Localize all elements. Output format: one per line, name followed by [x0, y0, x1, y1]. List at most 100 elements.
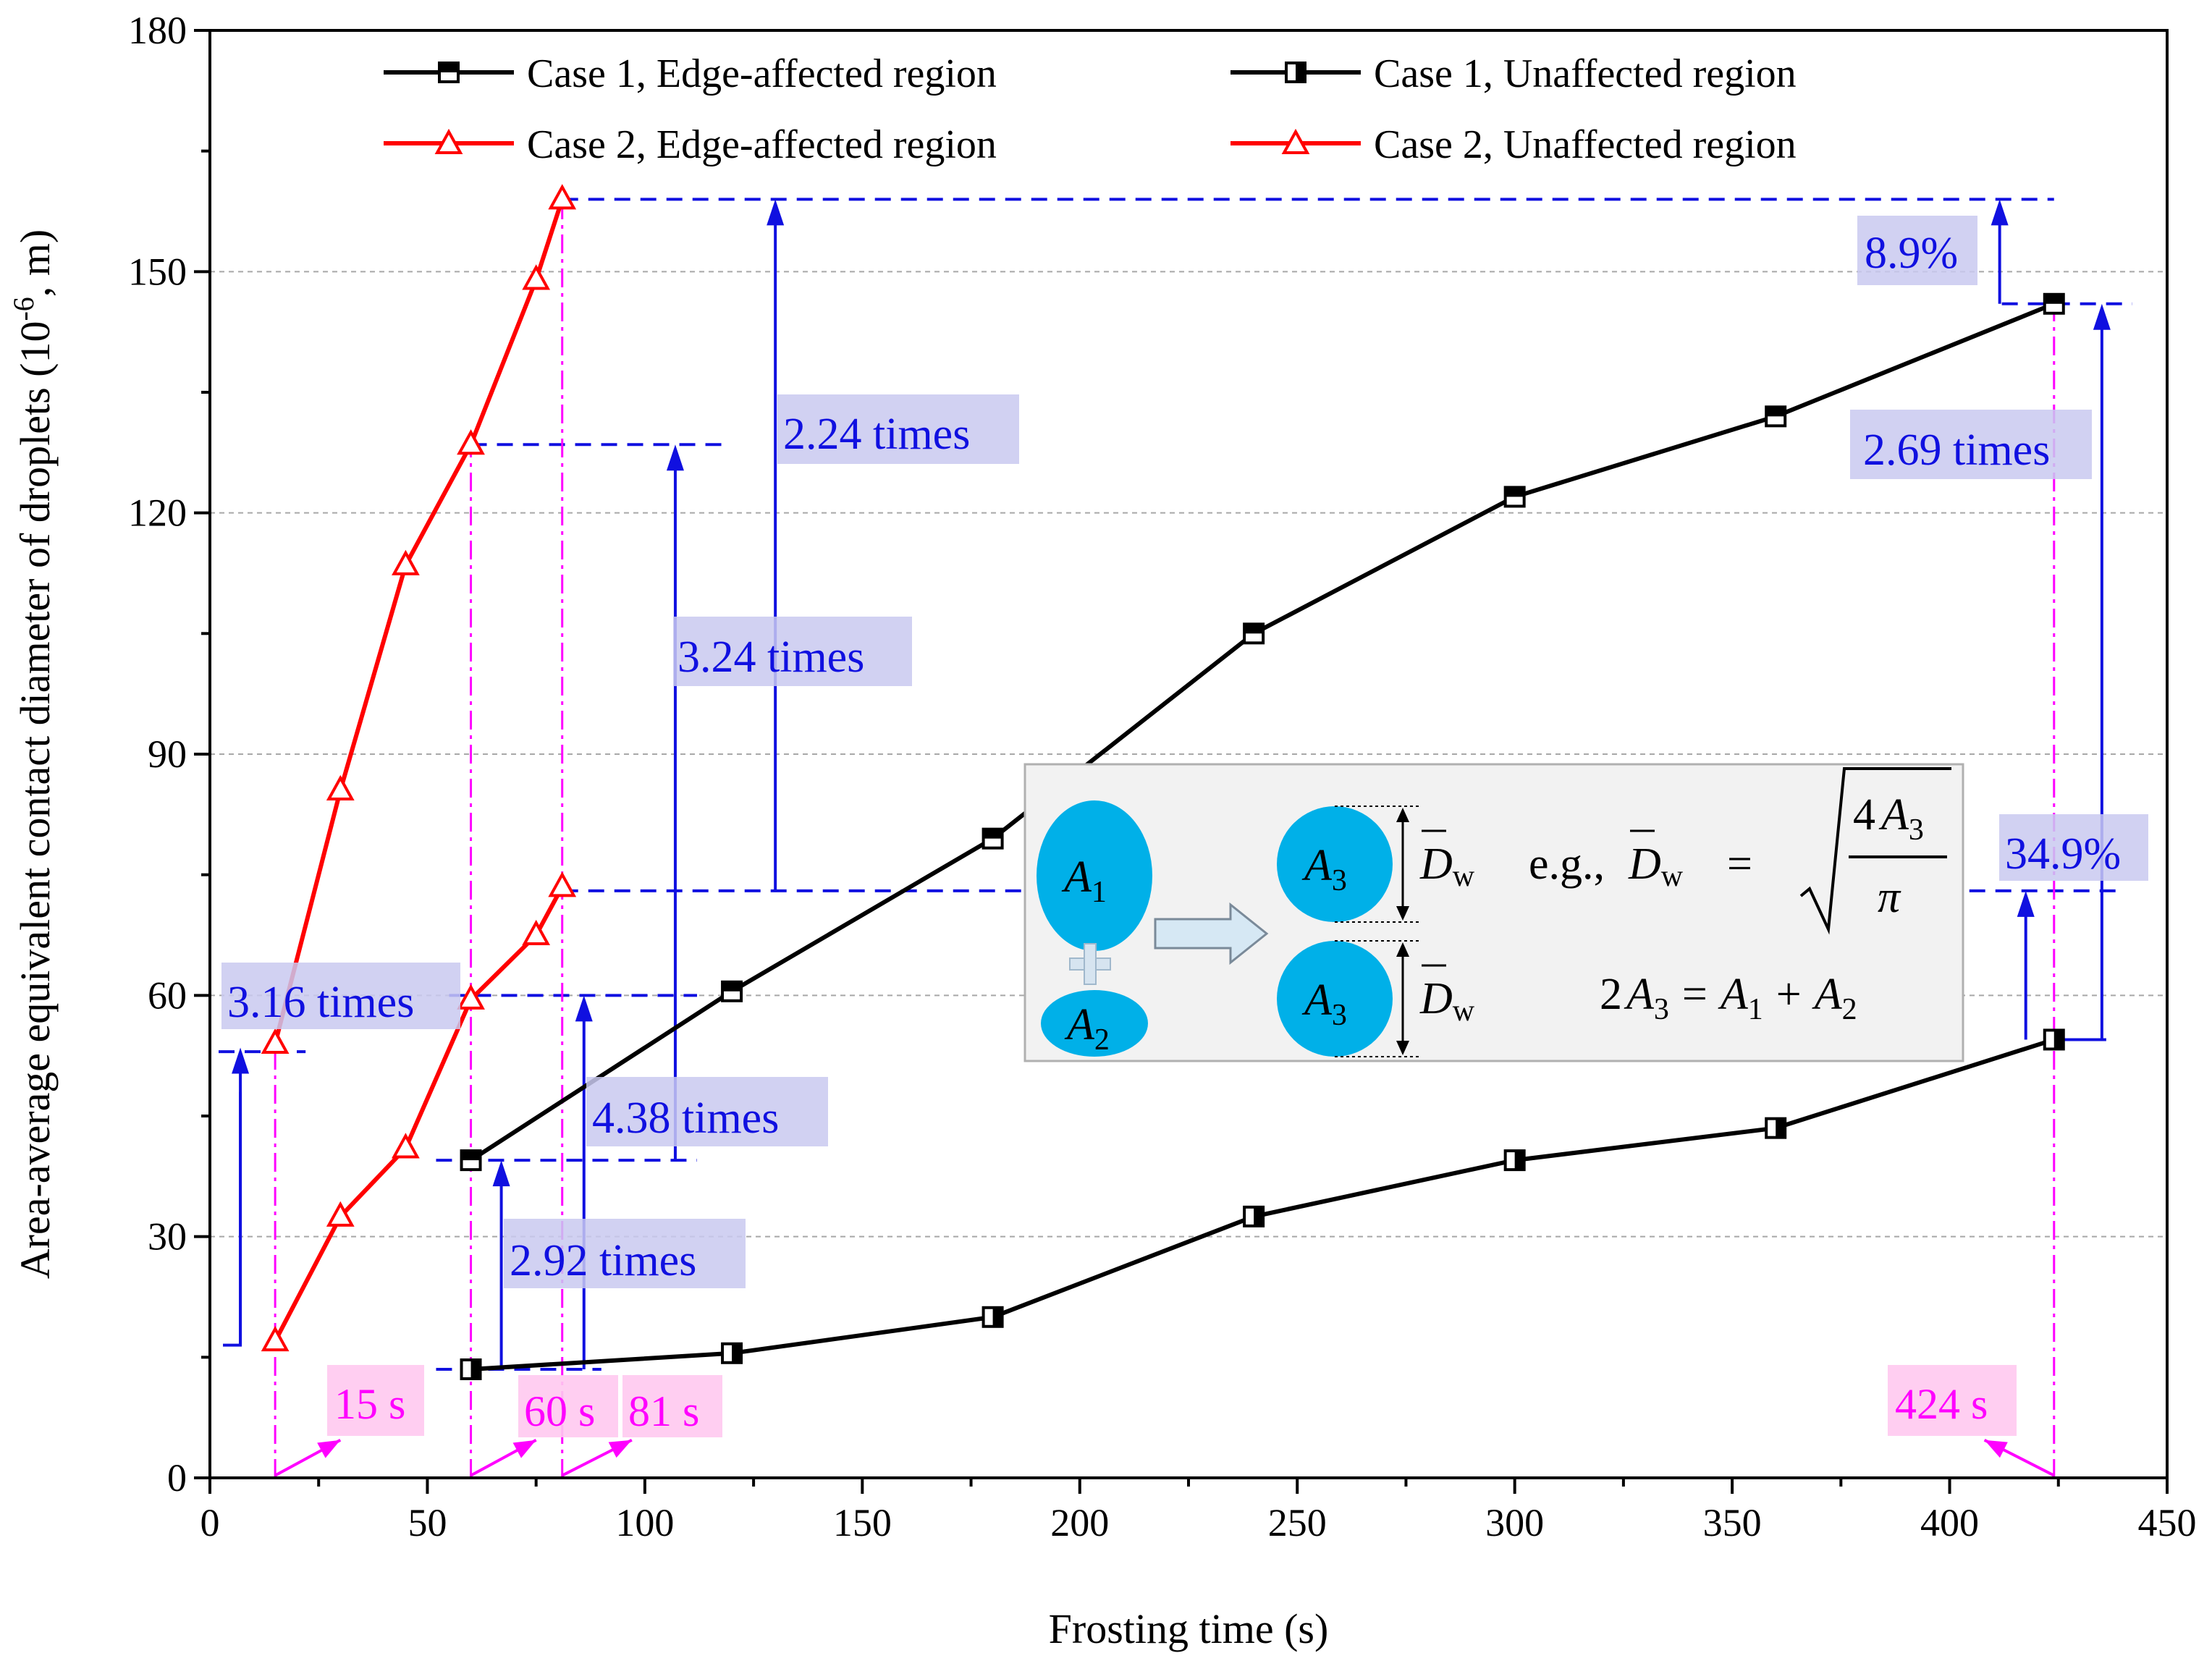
eq1-dw: Dw	[1628, 840, 1684, 893]
eq2: 2A3 = A1 + A2	[1600, 970, 1857, 1026]
legend-label-case2-edge: Case 2, Edge-affected region	[527, 122, 997, 167]
droplet-a1	[1037, 800, 1152, 951]
x-tick-label-300: 300	[1485, 1501, 1544, 1544]
eq2-plus: +	[1776, 970, 1802, 1019]
dw-bottom-sub: w	[1453, 994, 1475, 1028]
series-0-point-3-fill	[1244, 624, 1264, 634]
annotation-guides	[219, 198, 2132, 1478]
ann-text-8-9: 8.9%	[1865, 229, 1958, 278]
droplet-a2	[1041, 990, 1148, 1057]
merge-arrow-icon	[1154, 902, 1269, 965]
droplet-a3-bottom-sub: 3	[1332, 999, 1347, 1032]
pointer-81-head	[608, 1440, 632, 1458]
y-tick-label-90: 90	[148, 732, 187, 776]
y-axis-title-main: Area-average equivalent contact diameter…	[12, 321, 59, 1280]
series-0-point-6-fill	[2044, 294, 2064, 304]
series-1-point-5-fill	[1776, 1118, 1786, 1138]
droplet-a2-letter: A	[1064, 1000, 1095, 1049]
x-tick-label-250: 250	[1268, 1501, 1327, 1544]
y-axis-title-exponent: -6	[7, 297, 40, 321]
x-tick-label-200: 200	[1050, 1501, 1109, 1544]
legend-label-case1-edge: Case 1, Edge-affected region	[527, 51, 997, 96]
legend-marker-case1-edge-half	[439, 63, 458, 72]
droplet-a2-sub: 2	[1094, 1023, 1110, 1057]
y-axis-title: Area-average equivalent contact diameter…	[7, 229, 59, 1279]
time-box-15	[327, 1365, 424, 1436]
series-3-point-1	[326, 1201, 355, 1227]
arrow-2-92-head	[492, 1160, 510, 1187]
ann-box-8-9	[1857, 216, 1977, 285]
eq2-a3: A	[1624, 970, 1655, 1019]
x-tick-label-400: 400	[1920, 1501, 1979, 1544]
series-2-point-5	[548, 184, 577, 210]
legend-marker-case2-unaff	[1281, 128, 1310, 154]
diameter-top-arrow-down	[1396, 906, 1409, 921]
eq1-sqrt-sign	[1799, 767, 1951, 935]
arrow-34-9-head	[2017, 890, 2035, 917]
time-text-81: 81 s	[628, 1387, 699, 1435]
droplet-a1-letter: A	[1061, 853, 1092, 902]
droplet-a3-top	[1277, 806, 1393, 922]
y-tick-label-120: 120	[128, 491, 187, 535]
diameter-bottom-arrow-up	[1396, 942, 1409, 957]
series-0-point-0-fill	[461, 1151, 481, 1161]
time-text-60: 60 s	[524, 1387, 595, 1435]
y-tick-label-180: 180	[128, 9, 187, 52]
arrow-2-69-head	[2093, 303, 2111, 330]
x-tick-label-450: 450	[2138, 1501, 2197, 1544]
plus-icon-vertical	[1084, 943, 1097, 985]
ann-box-34-9	[1999, 814, 2148, 881]
time-box-81	[622, 1375, 722, 1437]
series-0-point-5-fill	[1766, 407, 1786, 417]
eq1-numerator-a: A	[1878, 790, 1909, 840]
y-axis-title-unit: , m)	[12, 229, 59, 297]
diameter-indicator-top	[1335, 806, 1419, 923]
droplet-a3-top-label: A3	[1301, 841, 1347, 897]
annotation-labels: 2.24 times 3.24 times 2.69 times 8.9% 34…	[221, 216, 2148, 1288]
ann-text-3-16: 3.16 times	[227, 978, 414, 1027]
diameter-indicator-bottom	[1335, 940, 1419, 1057]
legend: Case 1, Edge-affected region Case 1, Una…	[384, 51, 1797, 167]
series-3-point-5	[548, 871, 577, 897]
eq2-a1-sub: 1	[1748, 993, 1763, 1026]
series-0-point-2-fill	[983, 829, 1002, 839]
series-1-point-4-fill	[1514, 1151, 1524, 1170]
dw-bottom-letter: D	[1419, 974, 1453, 1023]
eq1-dw-letter: D	[1628, 840, 1661, 889]
ann-text-2-69: 2.69 times	[1863, 426, 2050, 475]
inset-illustration: A1 A2 A3 A3 Dw Dw	[1023, 763, 1964, 1062]
legend-label-case1-unaff: Case 1, Unaffected region	[1374, 51, 1797, 96]
bracket-3-16	[223, 1091, 242, 1347]
time-text-424: 424 s	[1895, 1380, 1988, 1428]
arrow-3-24-head	[666, 444, 684, 471]
arrow-4-38-head	[575, 995, 593, 1022]
droplet-a3-top-sub: 3	[1332, 864, 1347, 897]
series-0-point-1-fill	[722, 981, 742, 992]
x-tick-label-350: 350	[1703, 1501, 1762, 1544]
x-tick-label-150: 150	[833, 1501, 892, 1544]
series-1-point-2-fill	[992, 1307, 1002, 1327]
eq2-a1: A	[1718, 970, 1749, 1019]
inset-background	[1023, 763, 1964, 1062]
dw-bottom-label: Dw	[1419, 974, 1475, 1028]
legend-label-case2-unaff: Case 2, Unaffected region	[1374, 122, 1797, 167]
eq1-numerator-sub: 3	[1909, 813, 1924, 847]
pointer-60-head	[512, 1440, 536, 1458]
droplet-a3-bottom-label: A3	[1301, 976, 1347, 1032]
legend-marker-case2-edge	[434, 128, 463, 154]
series-0-point-4-fill	[1505, 487, 1524, 497]
series-3-point-4	[522, 919, 551, 945]
dw-top-label: Dw	[1419, 840, 1475, 893]
time-text-15: 15 s	[334, 1380, 405, 1428]
legend-marker-case1-unaff-half	[1296, 63, 1305, 82]
series-2-point-4	[522, 264, 551, 290]
axis-ticks: 0 50 100 150 200 250 300 350 400 450 0 30 60 90 120 150…	[128, 9, 2197, 1544]
series-2-point-2	[392, 549, 420, 575]
pointer-15-head	[317, 1440, 341, 1458]
x-tick-label-0: 0	[200, 1501, 220, 1544]
eq1-dw-sub: w	[1661, 860, 1684, 893]
eq2-equals: =	[1682, 970, 1707, 1019]
ann-text-2-24: 2.24 times	[783, 410, 970, 459]
eq1-numerator-four: 4	[1853, 790, 1875, 840]
